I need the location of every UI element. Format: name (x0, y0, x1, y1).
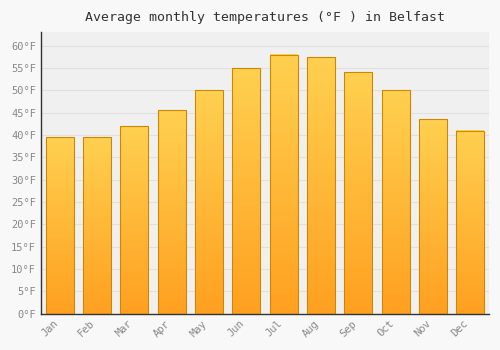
Bar (419, 119, 447, 314)
Bar (382, 90, 409, 314)
Bar (46, 137, 74, 314)
Bar (307, 57, 335, 314)
Bar (83, 137, 111, 314)
Bar (232, 68, 260, 314)
Bar (195, 90, 223, 314)
Bar (456, 131, 484, 314)
Bar (158, 110, 186, 314)
Bar (270, 55, 297, 314)
Bar (120, 126, 148, 314)
Title: Average monthly temperatures (°F ) in Belfast: Average monthly temperatures (°F ) in Be… (85, 11, 445, 24)
Bar (344, 72, 372, 314)
